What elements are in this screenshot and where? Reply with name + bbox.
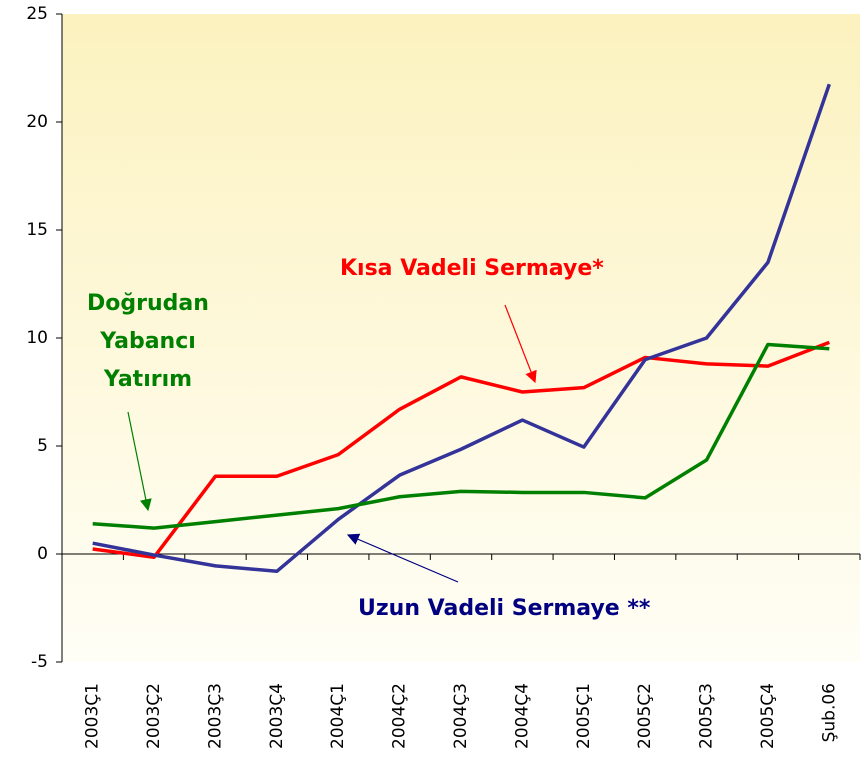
y-tick-label: 10: [26, 328, 48, 348]
x-tick-label: 2004Ç1: [328, 683, 348, 749]
y-tick-label: 0: [37, 544, 48, 564]
y-tick-label: 15: [26, 220, 48, 240]
y-tick-label: 25: [26, 4, 48, 24]
x-tick-label: 2003Ç3: [205, 683, 225, 749]
annotation: Doğrudan Yabancı Yatırım: [87, 291, 209, 392]
x-tick-label: 2005Ç1: [574, 683, 594, 749]
x-tick-label: 2003Ç2: [144, 683, 164, 749]
series-line: [92, 342, 830, 530]
series-line: [92, 340, 830, 559]
annotation: Kısa Vadeli Sermaye*: [340, 256, 604, 281]
y-tick-label: -5: [31, 652, 48, 672]
x-tick-label: 2004Ç4: [512, 683, 532, 749]
x-tick-label: 2003Ç4: [267, 683, 287, 749]
x-tick-label: 2004Ç2: [390, 683, 410, 749]
x-tick-label: 2005Ç4: [758, 683, 778, 749]
arrow: [127, 411, 152, 512]
y-tick-label: 20: [26, 112, 48, 132]
x-tick-label: 2003Ç1: [83, 683, 103, 749]
x-tick-label: 2004Ç3: [451, 683, 471, 749]
series-line: [92, 83, 831, 574]
annotation: Uzun Vadeli Sermaye **: [358, 596, 651, 621]
arrow: [504, 304, 537, 384]
arrow: [346, 533, 459, 583]
x-tick-label: Şub.06: [819, 683, 839, 742]
x-tick-label: 2005Ç2: [635, 683, 655, 749]
y-tick-label: 5: [37, 436, 48, 456]
x-tick-label: 2005Ç3: [697, 683, 717, 749]
